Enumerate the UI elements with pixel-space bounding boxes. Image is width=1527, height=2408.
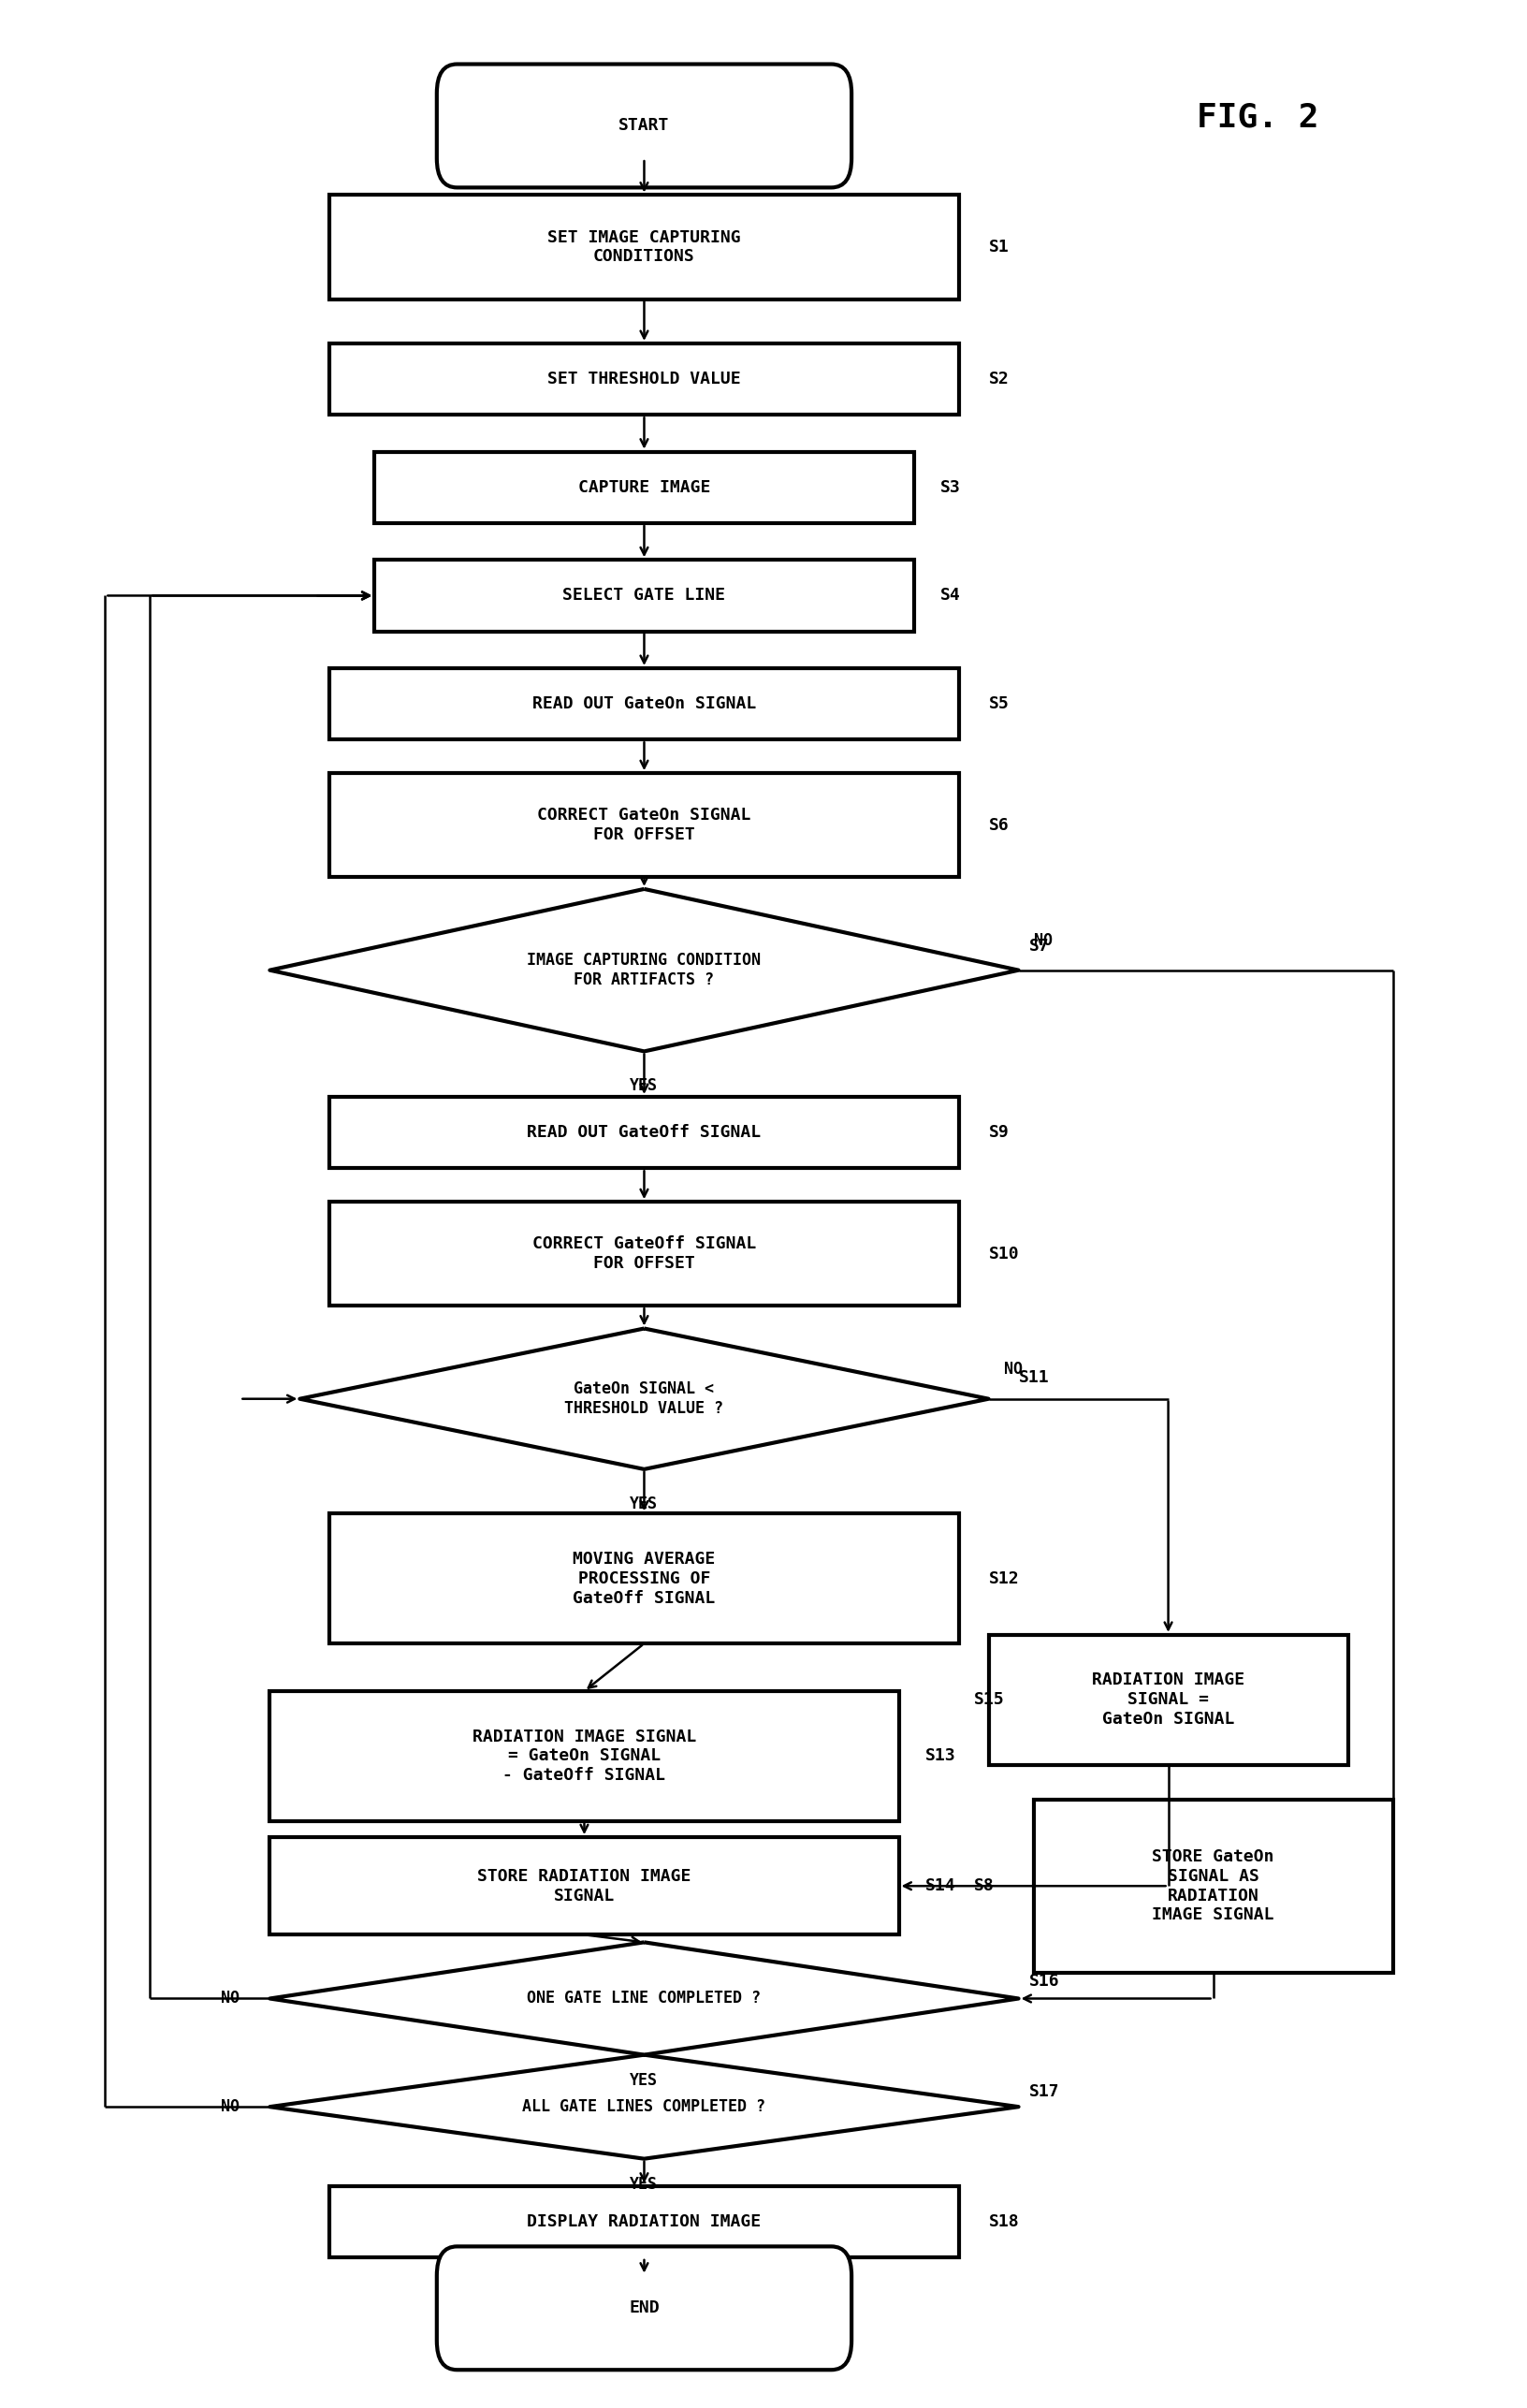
Text: S2: S2	[988, 371, 1008, 388]
Bar	[1032, 1799, 1393, 1972]
Bar	[374, 453, 913, 523]
Text: SELECT GATE LINE: SELECT GATE LINE	[562, 588, 725, 604]
Text: S15: S15	[973, 1690, 1003, 1707]
Text: S16: S16	[1028, 1972, 1058, 1989]
Bar	[330, 195, 957, 299]
Text: END: END	[629, 2300, 660, 2316]
Text: S9: S9	[988, 1125, 1008, 1141]
Text: START: START	[618, 118, 669, 135]
Text: YES: YES	[629, 2073, 658, 2090]
Bar	[330, 344, 957, 414]
Bar	[270, 1837, 898, 1934]
Text: S4: S4	[941, 588, 960, 604]
Bar	[330, 1096, 957, 1168]
Text: CORRECT GateOn SIGNAL
FOR OFFSET: CORRECT GateOn SIGNAL FOR OFFSET	[538, 807, 751, 843]
Text: READ OUT GateOff SIGNAL: READ OUT GateOff SIGNAL	[527, 1125, 760, 1141]
FancyBboxPatch shape	[437, 2247, 851, 2369]
Text: S8: S8	[973, 1878, 994, 1895]
Text: YES: YES	[629, 2177, 658, 2194]
Bar	[270, 1690, 898, 1820]
Text: S18: S18	[988, 2213, 1019, 2230]
Text: FIG. 2: FIG. 2	[1196, 101, 1318, 132]
Text: STORE GateOn
SIGNAL AS
RADIATION
IMAGE SIGNAL: STORE GateOn SIGNAL AS RADIATION IMAGE S…	[1151, 1849, 1274, 1924]
Text: IMAGE CAPTURING CONDITION
FOR ARTIFACTS ?: IMAGE CAPTURING CONDITION FOR ARTIFACTS …	[527, 951, 760, 987]
Text: S3: S3	[941, 479, 960, 496]
Text: MOVING AVERAGE
PROCESSING OF
GateOff SIGNAL: MOVING AVERAGE PROCESSING OF GateOff SIG…	[573, 1551, 715, 1606]
Text: NO: NO	[1032, 932, 1052, 949]
Bar	[330, 2186, 957, 2256]
FancyBboxPatch shape	[437, 65, 851, 188]
Text: S6: S6	[988, 816, 1008, 833]
Text: S17: S17	[1028, 2083, 1058, 2100]
Bar	[330, 1202, 957, 1305]
Text: ONE GATE LINE COMPLETED ?: ONE GATE LINE COMPLETED ?	[527, 1989, 760, 2006]
Text: S7: S7	[1028, 937, 1049, 954]
Bar	[330, 667, 957, 739]
Text: CORRECT GateOff SIGNAL
FOR OFFSET: CORRECT GateOff SIGNAL FOR OFFSET	[531, 1235, 756, 1271]
Text: DISPLAY RADIATION IMAGE: DISPLAY RADIATION IMAGE	[527, 2213, 760, 2230]
Text: S10: S10	[988, 1245, 1019, 1262]
Bar	[988, 1635, 1347, 1765]
Text: YES: YES	[629, 1495, 658, 1512]
Text: ALL GATE LINES COMPLETED ?: ALL GATE LINES COMPLETED ?	[522, 2097, 765, 2114]
Bar	[330, 773, 957, 877]
Text: SET THRESHOLD VALUE: SET THRESHOLD VALUE	[547, 371, 741, 388]
Text: RADIATION IMAGE
SIGNAL =
GateOn SIGNAL: RADIATION IMAGE SIGNAL = GateOn SIGNAL	[1092, 1671, 1245, 1727]
Text: NO: NO	[221, 2097, 240, 2114]
Text: YES: YES	[629, 1076, 658, 1093]
Text: STORE RADIATION IMAGE
SIGNAL: STORE RADIATION IMAGE SIGNAL	[476, 1869, 690, 1905]
Bar	[374, 561, 913, 631]
Text: S5: S5	[988, 696, 1008, 713]
Text: S1: S1	[988, 238, 1008, 255]
Text: SET IMAGE CAPTURING
CONDITIONS: SET IMAGE CAPTURING CONDITIONS	[547, 229, 741, 265]
Text: GateOn SIGNAL <
THRESHOLD VALUE ?: GateOn SIGNAL < THRESHOLD VALUE ?	[565, 1380, 724, 1416]
Text: READ OUT GateOn SIGNAL: READ OUT GateOn SIGNAL	[531, 696, 756, 713]
Text: CAPTURE IMAGE: CAPTURE IMAGE	[577, 479, 710, 496]
Text: RADIATION IMAGE SIGNAL
= GateOn SIGNAL
- GateOff SIGNAL: RADIATION IMAGE SIGNAL = GateOn SIGNAL -…	[472, 1729, 696, 1784]
Text: NO: NO	[221, 1989, 240, 2006]
Text: NO: NO	[1003, 1361, 1022, 1377]
Bar	[330, 1515, 957, 1645]
Text: S14: S14	[925, 1878, 956, 1895]
Text: S12: S12	[988, 1570, 1019, 1587]
Text: S11: S11	[1019, 1370, 1049, 1387]
Text: S13: S13	[925, 1748, 956, 1765]
